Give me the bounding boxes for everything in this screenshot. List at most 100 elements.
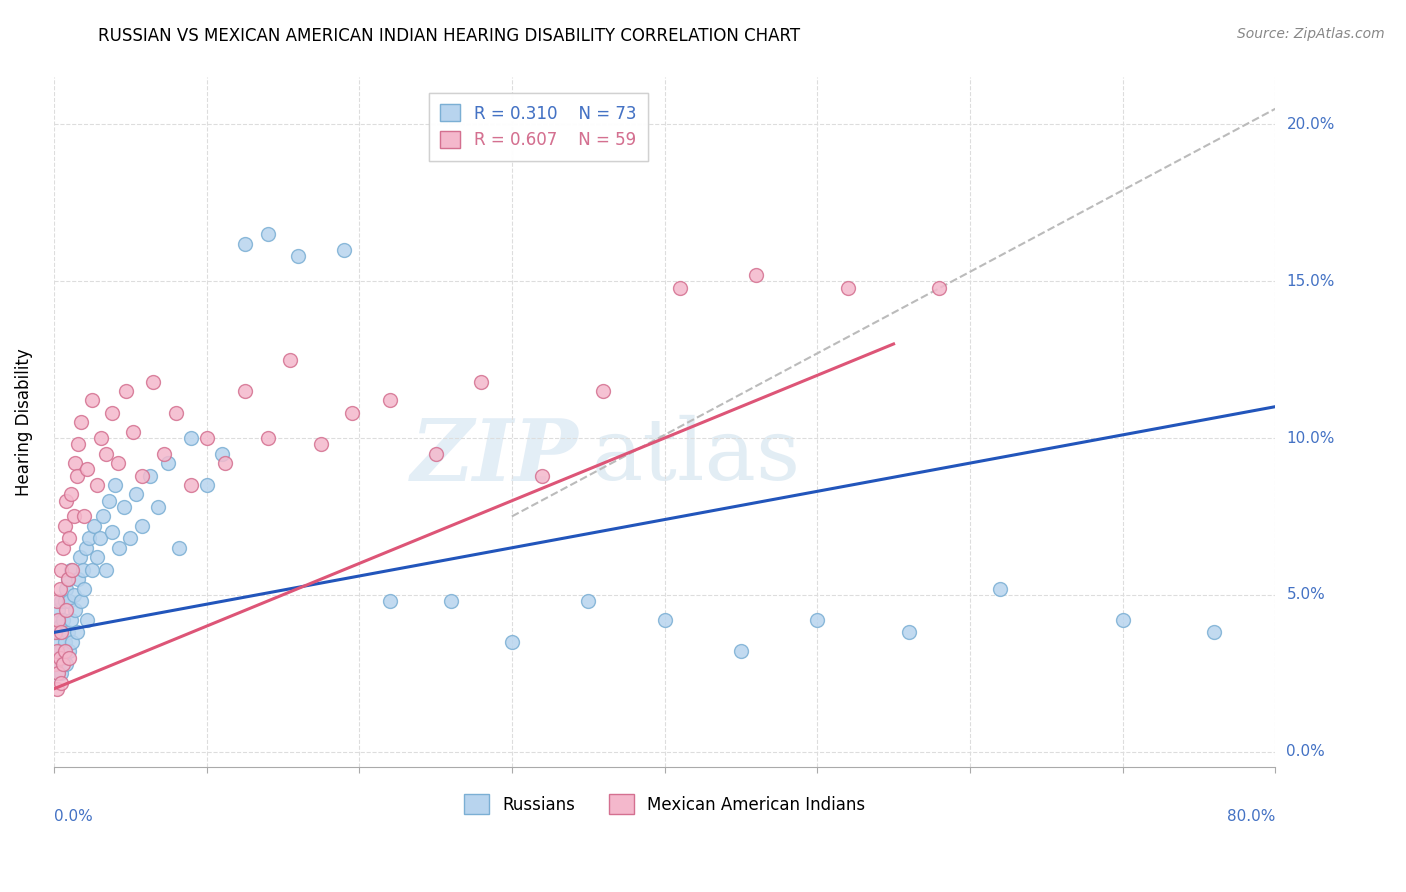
Point (49, 582, 72, 596)
Point (837, 280, 859, 294)
Point (53, 644, 76, 658)
Text: 5.0%: 5.0% (1286, 587, 1324, 602)
Point (77, 532, 100, 546)
Point (576, 594, 599, 608)
Text: Source: ZipAtlas.com: Source: ZipAtlas.com (1237, 27, 1385, 41)
Point (287, 249, 309, 263)
Point (165, 406, 187, 420)
Point (333, 243, 356, 257)
Point (56, 572, 79, 586)
Point (48, 625, 70, 640)
Text: 0.0%: 0.0% (53, 809, 93, 823)
Point (112, 500, 135, 514)
Point (107, 456, 129, 470)
Point (45, 681, 67, 696)
Point (52, 613, 75, 627)
Text: 80.0%: 80.0% (1227, 809, 1275, 823)
Point (51, 563, 73, 577)
Point (70, 415, 93, 429)
Point (340, 406, 363, 420)
Point (378, 393, 401, 408)
Point (55, 493, 77, 508)
Point (101, 525, 124, 540)
Point (280, 352, 302, 367)
Point (49, 650, 72, 665)
Point (94, 563, 117, 577)
Point (48, 603, 70, 617)
Text: 20.0%: 20.0% (1286, 117, 1334, 132)
Point (91, 509, 114, 524)
Point (120, 532, 142, 546)
Point (44, 625, 66, 640)
Point (233, 384, 256, 398)
Point (167, 541, 190, 555)
Point (75, 541, 97, 555)
Point (928, 280, 950, 294)
Point (131, 518, 153, 533)
Point (139, 468, 162, 483)
Point (49, 619, 72, 633)
Point (59, 487, 82, 501)
Point (53, 518, 76, 533)
Point (80, 393, 103, 408)
Point (131, 468, 153, 483)
Point (86, 478, 108, 492)
Point (44, 657, 66, 671)
Point (67, 572, 90, 586)
Point (66, 625, 89, 640)
Point (72, 563, 94, 577)
Point (76, 613, 98, 627)
Text: 0.0%: 0.0% (1286, 744, 1324, 759)
Point (62, 588, 84, 602)
Point (69, 550, 91, 565)
Point (45, 644, 67, 658)
Point (152, 447, 174, 461)
Point (104, 478, 127, 492)
Point (45, 666, 67, 681)
Point (730, 644, 752, 658)
Point (52, 657, 75, 671)
Point (83, 518, 105, 533)
Point (66, 468, 89, 483)
Point (470, 375, 492, 389)
Legend: R = 0.310    N = 73, R = 0.607    N = 59: R = 0.310 N = 73, R = 0.607 N = 59 (429, 93, 648, 161)
Point (51, 675, 73, 690)
Point (897, 625, 920, 640)
Point (501, 635, 523, 649)
Point (592, 384, 614, 398)
Point (49, 644, 72, 658)
Point (125, 487, 148, 501)
Point (52, 541, 75, 555)
Point (80, 563, 103, 577)
Text: ZIP: ZIP (411, 415, 579, 499)
Point (60, 563, 83, 577)
Point (195, 478, 218, 492)
Point (48, 613, 70, 627)
Point (101, 406, 124, 420)
Point (425, 447, 447, 461)
Point (63, 456, 86, 470)
Point (48, 657, 70, 671)
Point (51, 625, 73, 640)
Point (44, 650, 66, 665)
Point (67, 437, 90, 451)
Point (76, 462, 98, 476)
Point (63, 603, 86, 617)
Point (142, 375, 165, 389)
Y-axis label: Hearing Disability: Hearing Disability (15, 349, 32, 496)
Point (157, 456, 180, 470)
Point (654, 613, 676, 627)
Point (214, 456, 236, 470)
Point (58, 644, 80, 658)
Point (745, 268, 768, 282)
Point (56, 625, 79, 640)
Point (55, 603, 77, 617)
Point (45, 594, 67, 608)
Point (440, 594, 463, 608)
Point (56, 572, 79, 586)
Point (51, 625, 73, 640)
Point (53, 635, 76, 649)
Point (1111, 613, 1133, 627)
Point (90, 431, 112, 445)
Point (180, 431, 202, 445)
